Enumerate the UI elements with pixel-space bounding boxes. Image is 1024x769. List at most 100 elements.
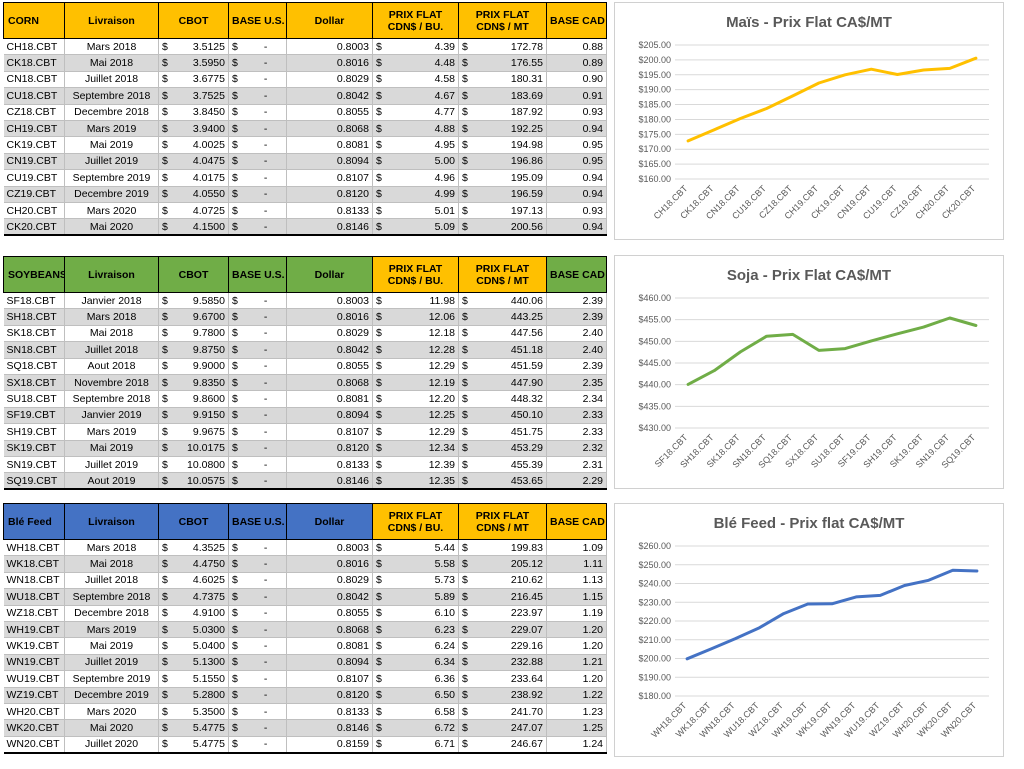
data-point	[948, 67, 951, 70]
flat-bu-cell: $12.39	[372, 456, 459, 474]
flat-mt-cell: $200.56	[458, 218, 547, 237]
currency-symbol: $	[462, 442, 468, 455]
cell-value: 0.8042	[336, 590, 369, 603]
currency-symbol: $	[232, 294, 238, 307]
flat-bu-cell: $4.96	[372, 169, 459, 187]
table-row: WU19.CBT Septembre 2019 $5.1550 $ -0.8107 $6.…	[3, 670, 607, 688]
dollar-rate-cell: 0.8068	[286, 621, 373, 639]
cell-value: 5.3500	[192, 705, 225, 718]
cell-value: 0.8055	[336, 106, 369, 119]
cell-value: 0.8029	[336, 574, 369, 587]
cell-value: 11.98	[429, 294, 456, 307]
y-tick-label: $195.00	[638, 70, 671, 80]
table-row: SN18.CBT Juillet 2018 $9.8750 $ -0.8042 $12.2…	[3, 341, 607, 359]
base-cad-cell: 0.91	[546, 87, 607, 105]
cell-value: -	[263, 458, 268, 471]
cell-value: WN20.CBT	[6, 738, 60, 751]
cell-value: 3.5950	[192, 57, 225, 70]
cell-value: Decembre 2019	[74, 188, 149, 201]
cell-value: 0.94	[582, 220, 603, 233]
wheat-chart-svg: Blé Feed - Prix flat CA$/MT $180.00 $190.0…	[638, 515, 989, 740]
flat-bu-cell: $6.10	[372, 605, 459, 622]
currency-symbol: $	[462, 607, 468, 620]
currency-symbol: $	[462, 623, 468, 636]
currency-symbol: $	[462, 541, 468, 554]
base-cad-cell: 2.34	[546, 390, 607, 408]
base-cad-cell: 1.13	[546, 572, 607, 590]
delivery-cell: Mai 2018	[64, 54, 159, 72]
flat-bu-cell: $12.35	[372, 472, 459, 491]
cell-value: 5.1300	[192, 656, 225, 669]
currency-symbol: $	[376, 541, 382, 554]
table-row: CK20.CBT Mai 2020 $4.1500 $ -0.8146 $5.09 $200…	[3, 218, 607, 237]
cell-value: Novembre 2018	[74, 376, 149, 389]
flat-mt-cell: $196.86	[458, 153, 547, 171]
currency-symbol: $	[376, 122, 382, 135]
cell-value: Septembre 2018	[72, 590, 151, 603]
data-point	[870, 339, 873, 343]
cell-value: 1.23	[582, 705, 603, 718]
currency-symbol: $	[376, 721, 382, 734]
cbot-price-cell: $4.0550	[158, 186, 229, 203]
dollar-rate-cell: 0.8107	[286, 670, 373, 688]
cell-value: 233.64	[510, 672, 543, 685]
currency-symbol: $	[462, 425, 468, 438]
dollar-rate-cell: 0.8159	[286, 736, 373, 754]
flat-mt-cell: $447.90	[458, 374, 547, 392]
base-us-cell: $ -	[228, 153, 287, 171]
flat-bu-cell: $4.99	[372, 186, 459, 203]
cell-value: 216.45	[510, 590, 543, 603]
cell-value: 241.70	[510, 705, 543, 718]
cell-value: 9.7800	[192, 327, 225, 340]
dollar-rate-cell: 0.8042	[286, 87, 373, 105]
cell-value: 447.56	[510, 327, 543, 340]
cell-value: 1.13	[582, 574, 603, 587]
cell-value: -	[263, 558, 268, 571]
contract-code-cell: WN18.CBT	[3, 572, 65, 590]
base-cad-cell: 0.94	[546, 120, 607, 138]
cell-value: 12.06	[428, 311, 455, 324]
currency-symbol: $	[462, 220, 468, 233]
table-row: CN18.CBT Juillet 2018 $3.6775 $ -0.8029 $4.58…	[3, 71, 607, 89]
currency-symbol: $	[376, 188, 382, 201]
cell-value: Mai 2018	[89, 558, 134, 571]
flat-bu-cell: $4.95	[372, 136, 459, 154]
cell-value: CK19.CBT	[6, 139, 57, 152]
cell-value: 447.90	[510, 376, 543, 389]
dollar-rate-cell: 0.8146	[286, 719, 373, 737]
currency-symbol: $	[462, 672, 468, 685]
cell-value: Decembre 2018	[74, 106, 149, 119]
currency-symbol: $	[462, 474, 468, 487]
y-tick-label: $455.00	[638, 315, 671, 325]
cell-value: Mars 2019	[86, 122, 137, 135]
currency-symbol: $	[462, 311, 468, 324]
currency-symbol: $	[462, 705, 468, 718]
base-us-cell: $ -	[228, 341, 287, 359]
contract-code-cell: SH18.CBT	[3, 308, 65, 326]
base-us-cell: $ -	[228, 605, 287, 622]
table-row: WH20.CBT Mars 2020 $5.3500 $ -0.8133 $6.58 $24…	[3, 703, 607, 721]
flat-bu-cell: $6.50	[372, 687, 459, 704]
currency-symbol: $	[162, 376, 168, 389]
cell-value: Janvier 2018	[81, 294, 142, 307]
base-us-cell: $ -	[228, 736, 287, 754]
header-line: PRIX FLAT	[475, 8, 530, 21]
cell-value: 0.8094	[336, 409, 369, 422]
cell-value: 0.8081	[336, 640, 369, 653]
currency-symbol: $	[462, 155, 468, 168]
cell-value: 10.0575	[187, 474, 225, 487]
series-line	[686, 56, 978, 143]
cell-value: 0.8068	[336, 623, 369, 636]
cell-value: 4.99	[434, 188, 455, 201]
contract-code-cell: SN18.CBT	[3, 341, 65, 359]
table-row: SU18.CBT Septembre 2018 $9.8600 $ -0.8081 $12…	[3, 390, 607, 408]
cell-value: 2.33	[582, 425, 603, 438]
cell-value: 2.40	[582, 343, 603, 356]
currency-symbol: $	[462, 558, 468, 571]
cell-value: 2.33	[582, 409, 603, 422]
cell-value: SK19.CBT	[6, 442, 57, 455]
currency-symbol: $	[462, 139, 468, 152]
cell-value: Mai 2019	[89, 640, 134, 653]
cell-value: 1.19	[582, 607, 603, 620]
cell-value: -	[263, 607, 268, 620]
